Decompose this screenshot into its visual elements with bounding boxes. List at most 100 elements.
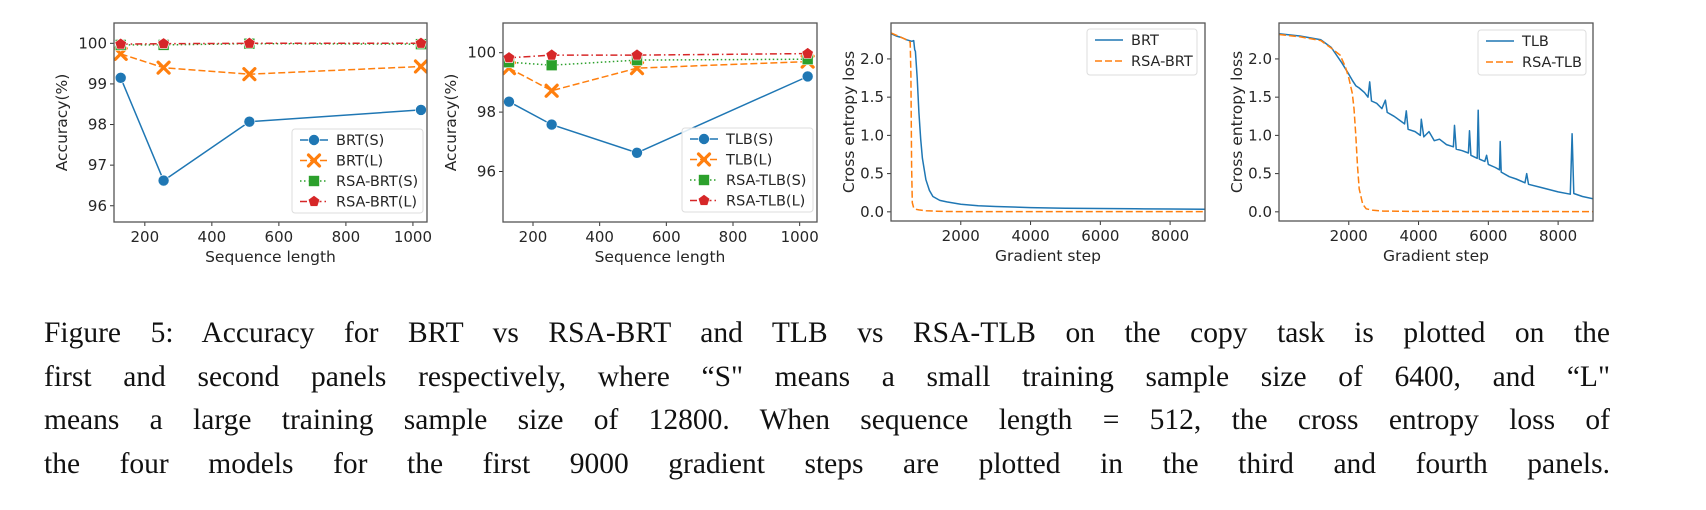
y-tick-label: 2.0 bbox=[860, 50, 884, 68]
plot-frame bbox=[502, 22, 818, 223]
data-point-BRT(S) bbox=[157, 174, 170, 187]
data-point-TLB(L) bbox=[544, 83, 559, 98]
legend-marker-BRT(S) bbox=[308, 134, 320, 146]
x-axis-label: Sequence length bbox=[205, 248, 336, 266]
x-tick-label: 4000 bbox=[1011, 227, 1049, 245]
y-tick-label: 96 bbox=[477, 163, 496, 181]
legend-marker-RSA-TLB(S) bbox=[698, 174, 710, 186]
series-line-RSA-BRT(S) bbox=[120, 42, 422, 46]
chart-panel-1: 200 400 600 800 1000 96 97 98 99 100 Sequence leng… bbox=[53, 22, 432, 266]
x-tick-label: 200 bbox=[131, 228, 160, 246]
series-line-RSA-BRT(L) bbox=[120, 42, 421, 45]
x-tick-label: 6000 bbox=[1469, 227, 1507, 245]
x-tick-label: 600 bbox=[265, 228, 294, 246]
y-tick-label: 1.0 bbox=[1248, 126, 1272, 144]
legend-marker-RSA-TLB(L) bbox=[697, 194, 711, 206]
data-point-BRT(S) bbox=[243, 115, 256, 128]
data-point-RSA-BRT(L) bbox=[157, 37, 170, 49]
legend-marker-BRT(L) bbox=[306, 153, 322, 168]
legend-label: BRT(L) bbox=[336, 154, 383, 170]
x-tick-label: 400 bbox=[198, 228, 227, 246]
data-point-BRT(S) bbox=[114, 72, 127, 84]
legend-label: RSA-TLB bbox=[1522, 55, 1582, 71]
data-point-RSA-TLB(L) bbox=[630, 48, 644, 61]
x-tick-label: 800 bbox=[719, 228, 748, 246]
x-tick-label: 8000 bbox=[1539, 227, 1577, 245]
legend: BRT RSA-BRT bbox=[1086, 28, 1198, 76]
x-tick-label: 600 bbox=[652, 228, 681, 246]
data-point-TLB(S) bbox=[801, 70, 814, 83]
data-point-RSA-BRT(L) bbox=[414, 36, 427, 49]
series-line-BRT(L) bbox=[120, 53, 422, 75]
x-axis-label: Gradient step bbox=[1383, 247, 1489, 265]
caption-line: Figure 5: Accuracy for BRT vs RSA-BRT an… bbox=[44, 317, 1610, 349]
y-axis-label: Cross entropy loss bbox=[840, 51, 858, 193]
legend-label: BRT(S) bbox=[336, 133, 384, 149]
series-line-RSA-TLB(L) bbox=[508, 52, 808, 59]
series-line-BRT(S) bbox=[120, 77, 422, 182]
legend-label: RSA-BRT bbox=[1131, 54, 1193, 70]
plot-area bbox=[1279, 32, 1593, 213]
plot-area bbox=[891, 32, 1205, 213]
y-axis-label: Accuracy(%) bbox=[442, 74, 460, 172]
y-tick-label: 0.0 bbox=[1248, 203, 1272, 221]
y-tick-label: 100 bbox=[78, 34, 107, 52]
x-tick-label: 200 bbox=[519, 228, 548, 246]
plot-area bbox=[503, 47, 815, 159]
data-point-TLB(S) bbox=[545, 118, 558, 131]
chart-panel-3: 2000 4000 6000 8000 0.0 0.5 1.0 1.5 2.0 Gradient … bbox=[840, 22, 1206, 265]
y-tick-label: 96 bbox=[88, 197, 107, 215]
data-point-BRT(S) bbox=[415, 104, 427, 116]
x-tick-label: 6000 bbox=[1081, 227, 1119, 245]
data-point-RSA-TLB(L) bbox=[545, 48, 558, 61]
y-tick-label: 98 bbox=[88, 116, 107, 134]
legend: TLB(S) TLB(L) RSA-TLB(S) RSA-TLB(L) bbox=[681, 127, 814, 213]
y-tick-label: 1.0 bbox=[860, 126, 884, 144]
data-point-TLB(S) bbox=[503, 95, 515, 108]
series-line-RSA-TLB bbox=[1279, 33, 1593, 213]
series-line-RSA-TLB(S) bbox=[508, 58, 808, 66]
legend-box bbox=[291, 128, 424, 214]
legend-marker-TLB(S) bbox=[698, 133, 710, 145]
figure-caption: Figure 5: Accuracy for BRT vs RSA-BRT an… bbox=[44, 312, 1610, 486]
legend-label: RSA-BRT(L) bbox=[336, 195, 417, 211]
caption-line: first and second panels respectively, wh… bbox=[44, 360, 1610, 393]
data-point-RSA-BRT(L) bbox=[114, 37, 127, 50]
series-line-TLB bbox=[1279, 32, 1593, 200]
legend-label: BRT bbox=[1131, 33, 1159, 49]
plot-frame bbox=[113, 22, 428, 223]
data-point-BRT(L) bbox=[413, 59, 427, 74]
x-tick-label: 2000 bbox=[1330, 227, 1368, 245]
y-tick-label: 2.0 bbox=[1248, 50, 1272, 68]
data-point-RSA-TLB(L) bbox=[503, 51, 516, 63]
y-tick-label: 98 bbox=[477, 103, 496, 121]
y-tick-label: 97 bbox=[88, 156, 107, 174]
legend-label: RSA-BRT(S) bbox=[336, 174, 418, 190]
x-tick-label: 400 bbox=[585, 228, 614, 246]
plot-frame bbox=[1278, 22, 1594, 222]
x-tick-label: 8000 bbox=[1151, 227, 1189, 245]
legend: TLB RSA-TLB bbox=[1477, 29, 1587, 76]
legend: BRT(S) BRT(L) RSA-BRT(S) RSA-BRT(L) bbox=[291, 128, 424, 214]
legend-label: TLB(S) bbox=[725, 132, 773, 148]
series-line-BRT bbox=[891, 33, 1205, 210]
data-point-RSA-TLB(S) bbox=[545, 59, 558, 71]
x-tick-label: 1000 bbox=[781, 228, 819, 246]
y-tick-label: 1.5 bbox=[860, 88, 884, 106]
y-tick-label: 0.5 bbox=[1248, 165, 1272, 183]
legend-marker-TLB(L) bbox=[696, 152, 712, 167]
y-tick-label: 1.5 bbox=[1248, 88, 1272, 106]
series-line-TLB(S) bbox=[508, 75, 809, 154]
plot-frame bbox=[890, 22, 1206, 222]
data-point-BRT(L) bbox=[242, 67, 257, 82]
x-tick-label: 2000 bbox=[942, 227, 980, 245]
legend-label: TLB(L) bbox=[725, 153, 772, 169]
legend-label: RSA-TLB(S) bbox=[726, 173, 806, 189]
y-tick-label: 100 bbox=[467, 44, 496, 62]
data-point-RSA-BRT(L) bbox=[243, 36, 256, 49]
data-point-RSA-TLB(L) bbox=[801, 47, 814, 59]
chart-panel-4: 2000 4000 6000 8000 0.0 0.5 1.0 1.5 2.0 Gradient … bbox=[1228, 22, 1594, 265]
caption-line: means a large training sample size of 12… bbox=[44, 404, 1610, 436]
series-line-TLB(L) bbox=[508, 60, 808, 92]
caption-line: the four models for the first 9000 gradi… bbox=[44, 447, 1610, 480]
